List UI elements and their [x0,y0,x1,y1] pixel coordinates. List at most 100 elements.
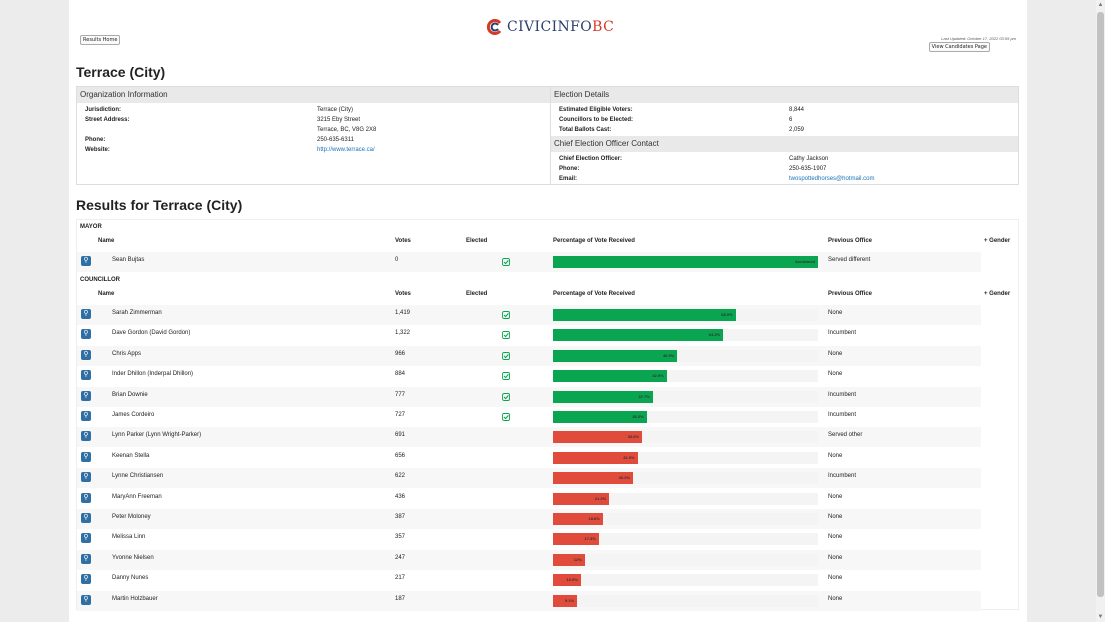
checkmark-icon [502,392,510,401]
checkmark-icon [502,413,510,421]
candidate-row: ⚲ James Cordeiro 727 35.3% Incumbent [77,407,981,427]
previous-office: None [828,350,843,357]
candidate-votes: 656 [395,452,406,459]
candidate-votes: 187 [395,595,406,602]
magnifier-icon[interactable]: ⚲ [81,431,91,442]
previous-office: Served other [828,432,863,439]
vote-percentage-bar: 17.3% [553,533,599,546]
magnifier-icon[interactable]: ⚲ [81,472,91,483]
previous-office: Incumbent [828,391,857,398]
previous-office: Incumbent [828,330,857,337]
website-link[interactable]: http://www.terrace.ca/ [317,147,375,153]
magnifier-icon[interactable]: ⚲ [81,574,91,585]
candidate-name: Yvonne Nielsen [112,554,154,561]
magnifier-icon[interactable]: ⚲ [81,553,91,564]
candidate-name: Inder Dhillon (Inderpal Dhillon) [112,371,194,378]
candidate-row: ⚲ Chris Apps 966 46.9% None [77,345,981,366]
candidate-row: ⚲ Martin Holzbauer 187 9.1% None [77,590,981,611]
col-elected: Elected [466,291,488,297]
previous-office: None [828,554,843,561]
magnifier-icon[interactable]: ⚲ [81,492,91,503]
magnifier-icon[interactable]: ⚲ [81,370,91,381]
vote-percentage-bar: 31.9% [553,451,638,464]
magnifier-icon[interactable]: ⚲ [81,594,91,605]
magnifier-icon[interactable]: ⚲ [81,411,91,421]
col-votes: Votes [395,238,411,244]
phone-row: Phone: 250-635-6311 [85,137,354,143]
candidate-votes: 884 [395,371,406,378]
scrollbar[interactable]: ▲ ▼ [1096,0,1105,622]
vote-percentage-bar: 68.9% [553,309,736,321]
candidate-name: Keenan Stella [112,452,150,459]
jurisdiction-row: Jurisdiction: Terrace (City) [85,107,354,113]
vote-percentage-bar: 12% [553,553,585,566]
candidate-name: Melissa Linn [112,534,146,541]
organization-information: Organization Information Jurisdiction: Te… [77,87,550,184]
civicinfo-logo-icon [487,19,502,35]
col-votes: Votes [395,291,411,297]
mayor-table-header: Name Votes Elected Percentage of Vote Re… [77,238,981,250]
candidate-votes: 727 [395,412,406,418]
candidate-name: James Cordeiro [112,412,155,418]
street-row: Street Address: 3215 Eby Street [85,117,361,123]
results-home-button[interactable]: Results Home [80,35,121,45]
candidate-row: ⚲ Sean Bujtas 0 Acclaimed Served different [77,252,981,272]
magnifier-icon[interactable]: ⚲ [81,533,91,544]
candidate-row: ⚲ Melissa Linn 357 17.3% None [77,529,981,549]
scroll-down-icon[interactable]: ▼ [1097,614,1104,620]
street-row-2: Terrace, BC, V8G 2X8 [317,127,377,133]
checkmark-icon [502,331,510,340]
magnifier-icon[interactable]: ⚲ [81,309,91,319]
gender-toggle-mayor[interactable]: + Gender [984,238,1011,244]
checkmark-icon [502,311,510,319]
previous-office: None [828,310,843,316]
candidate-name: Brian Downie [112,391,148,398]
gender-toggle-councillor[interactable]: + Gender [984,291,1011,297]
councillor-table-header: Name Votes Elected Percentage of Vote Re… [77,291,981,303]
candidate-votes: 1,419 [395,310,411,316]
checkmark-icon [502,258,510,266]
ceo-contact-heading: Chief Election Officer Contact [551,136,1018,152]
ballots-row: Total Ballots Cast: 2,059 [559,127,805,133]
councillor-section-label: COUNCILLOR [80,277,120,283]
magnifier-icon[interactable]: ⚲ [81,513,91,523]
col-elected: Elected [466,238,488,244]
previous-office: Served different [828,257,871,263]
vote-percentage-bar: 64.2% [553,329,724,342]
candidate-row: ⚲ Yvonne Nielsen 247 12% None [77,549,981,570]
previous-office: None [828,452,843,459]
col-name: Name [98,238,115,244]
candidate-row: ⚲ Lynne Christiansen 622 30.2% Incumbent [77,468,981,489]
candidate-votes: 387 [395,514,406,520]
magnifier-icon[interactable]: ⚲ [81,390,91,401]
email-row: Email: twospottedhorses@hotmail.com [559,176,875,182]
vote-percentage-bar: 37.7% [553,390,653,403]
magnifier-icon[interactable]: ⚲ [81,451,91,462]
magnifier-icon[interactable]: ⚲ [81,256,91,266]
candidate-row: ⚲ Dave Gordon (David Gordon) 1,322 64.2% Inc… [77,325,981,345]
vote-percentage-track: 33.6% [553,431,818,444]
previous-office: Incumbent [828,473,857,480]
scroll-up-icon[interactable]: ▲ [1097,2,1104,8]
col-previous-office: Previous Office [828,238,873,244]
org-info-heading: Organization Information [77,87,550,103]
previous-office: None [828,595,843,602]
email-link[interactable]: twospottedhorses@hotmail.com [789,176,875,182]
previous-office: Incumbent [828,412,857,418]
previous-office: None [828,371,843,378]
vote-percentage-track: 42.9% [553,370,818,383]
checkmark-icon [502,372,510,381]
vote-percentage-track: 30.2% [553,472,818,485]
magnifier-icon[interactable]: ⚲ [81,329,91,340]
vote-percentage-bar: 46.9% [553,349,678,362]
previous-office: None [828,514,843,520]
scroll-thumb[interactable] [1097,12,1104,597]
magnifier-icon[interactable]: ⚲ [81,349,91,360]
view-candidates-button[interactable]: View Candidates Page [928,42,990,52]
logo[interactable]: CIVICINFOBC [487,18,614,36]
col-percentage: Percentage of Vote Received [553,291,635,297]
col-percentage: Percentage of Vote Received [553,238,635,244]
candidate-votes: 247 [395,554,406,561]
vote-percentage-bar: 30.2% [553,472,634,485]
vote-percentage-track: 12% [553,553,818,566]
